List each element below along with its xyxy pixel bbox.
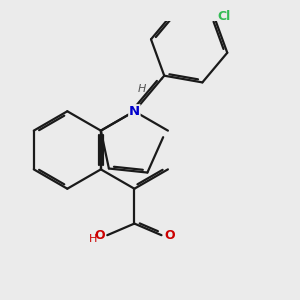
Text: H: H <box>89 234 98 244</box>
Text: Cl: Cl <box>217 10 230 23</box>
Text: O: O <box>165 229 175 242</box>
Text: H: H <box>138 83 146 94</box>
Text: O: O <box>94 229 105 242</box>
Text: N: N <box>129 105 140 118</box>
